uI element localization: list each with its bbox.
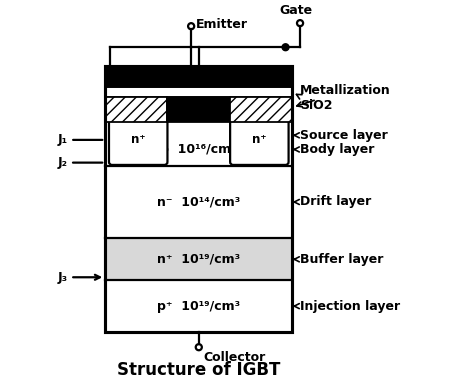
Text: Collector: Collector xyxy=(203,351,265,364)
Text: J₁: J₁ xyxy=(57,133,102,146)
Text: n⁺: n⁺ xyxy=(252,133,266,146)
Bar xyxy=(105,66,292,332)
Bar xyxy=(167,97,230,122)
Bar xyxy=(105,97,167,122)
Text: p⁺  10¹⁹/cm³: p⁺ 10¹⁹/cm³ xyxy=(157,299,240,313)
Text: n⁻  10¹⁴/cm³: n⁻ 10¹⁴/cm³ xyxy=(157,195,240,209)
Text: Structure of IGBT: Structure of IGBT xyxy=(117,361,281,378)
FancyBboxPatch shape xyxy=(230,119,289,165)
Text: Source layer: Source layer xyxy=(294,129,388,142)
Text: p  10¹⁶/cm³: p 10¹⁶/cm³ xyxy=(161,143,237,156)
Bar xyxy=(105,122,292,166)
Text: n⁺  10¹⁹/cm³: n⁺ 10¹⁹/cm³ xyxy=(157,253,240,266)
Text: J₂: J₂ xyxy=(57,156,102,169)
Text: Metallization: Metallization xyxy=(297,84,391,107)
Bar xyxy=(230,97,292,122)
Text: SiO2: SiO2 xyxy=(296,94,333,112)
Text: Gate: Gate xyxy=(279,4,312,17)
Text: J₃: J₃ xyxy=(57,271,100,284)
Text: Emitter: Emitter xyxy=(196,18,248,31)
Circle shape xyxy=(282,44,289,51)
Bar xyxy=(105,238,292,280)
FancyBboxPatch shape xyxy=(109,119,167,165)
Bar xyxy=(105,66,292,87)
Bar xyxy=(105,280,292,332)
Bar xyxy=(105,87,292,97)
Bar xyxy=(105,166,292,238)
Text: Drift layer: Drift layer xyxy=(294,195,371,209)
Text: Buffer layer: Buffer layer xyxy=(294,253,383,266)
Text: n⁺: n⁺ xyxy=(131,133,146,146)
Text: Body layer: Body layer xyxy=(294,143,374,156)
Text: Injection layer: Injection layer xyxy=(294,299,400,313)
